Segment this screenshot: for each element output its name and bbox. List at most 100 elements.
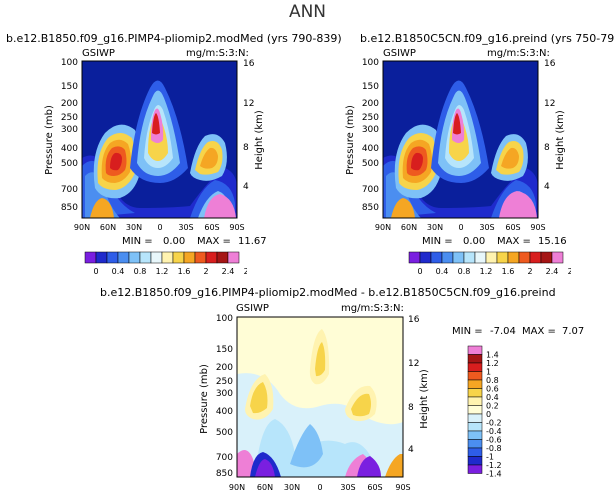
colorbar-swatch [467, 439, 483, 449]
panel1-ytick: 700 [61, 185, 78, 195]
panel3-y2tick: 8 [408, 403, 414, 413]
colorbar-swatch [467, 422, 483, 432]
colorbar-swatch [467, 447, 483, 457]
panel2-y2label: Height (km) [555, 110, 566, 170]
panel1-y2tick: 16 [243, 59, 255, 69]
colorbar-label: 0 [417, 267, 422, 276]
panel3-y2tick: 12 [408, 359, 419, 369]
colorbar-swatch [227, 251, 240, 264]
panel1-ytick: 400 [61, 144, 78, 154]
panel2-xtick: 30S [479, 223, 494, 232]
panel2-ytick: 150 [362, 82, 379, 92]
panel2-max-value: 15.16 [538, 236, 567, 247]
panel3-min-value: -7.04 [490, 326, 516, 337]
panel1-ytick: 200 [61, 99, 78, 109]
panel3-xtick: 30S [340, 483, 355, 492]
colorbar-label: 1.2 [486, 359, 499, 368]
colorbar-label: 2 [527, 267, 532, 276]
colorbar-swatch [161, 251, 174, 264]
panel1-ytick: 150 [61, 82, 78, 92]
panel3-y2tick: 4 [408, 445, 414, 455]
colorbar-left: 0 0.4 0.8 1.2 1.6 2 2.4 2.8 [84, 251, 247, 276]
panel2-ytick: 500 [362, 159, 379, 169]
colorbar-right: 0 0.4 0.8 1.2 1.6 2 2.4 2.8 [408, 251, 571, 276]
colorbar-label: -0.4 [486, 427, 502, 436]
panel2-xtick: 60N [401, 223, 417, 232]
panel3-title: b.e12.B1850.f09_g16.PIMP4-pliomip2.modMe… [100, 286, 556, 299]
colorbar-swatch [467, 464, 483, 474]
panel1-plot: 100 150 200 250 300 400 500 700 850 16 1… [44, 58, 265, 232]
colorbar-label: -0.8 [486, 444, 502, 453]
panel3-ylabel: Pressure (mb) [199, 364, 210, 434]
colorbar-label: 0.4 [436, 267, 449, 276]
panel1-max-value: 11.67 [238, 236, 267, 247]
panel3-max-value: 7.07 [562, 326, 585, 337]
colorbar-label: -0.6 [486, 436, 502, 445]
panel2-ytick: 250 [362, 113, 379, 123]
panel1-xtick: 30N [126, 223, 142, 232]
panel3-xtick: 60S [367, 483, 382, 492]
panel3-xtick: 30N [284, 483, 300, 492]
colorbar-swatch [467, 413, 483, 423]
panel2-right-label: mg/m:S:3:N: [487, 48, 550, 59]
colorbar-swatch [84, 251, 97, 264]
panel3-min-label: MIN = [452, 326, 483, 337]
colorbar-swatch [463, 251, 476, 264]
panel1-ytick: 100 [61, 58, 78, 68]
colorbar-swatch [172, 251, 185, 264]
panel3-ytick: 850 [216, 469, 233, 479]
panel3-ytick: 100 [216, 314, 233, 324]
panel1-ytick: 300 [61, 125, 78, 135]
colorbar-label: 2.8 [244, 267, 247, 276]
colorbar-label: 0.2 [486, 402, 499, 411]
colorbar-label: 1.4 [486, 351, 499, 360]
colorbar-swatch [507, 251, 520, 264]
colorbar-swatch [467, 396, 483, 406]
panel1-ytick: 850 [61, 203, 78, 213]
colorbar-label: -1.4 [486, 470, 502, 479]
panel2-left-label: GSIWP [383, 48, 416, 59]
panel2-y2tick: 4 [544, 182, 550, 192]
panel2-y2tick: 16 [544, 59, 556, 69]
colorbar-swatch [441, 251, 454, 264]
colorbar-label: 0.6 [486, 385, 499, 394]
colorbar-swatch [467, 345, 483, 355]
colorbar-swatch [540, 251, 553, 264]
panel1-xtick: 0 [157, 223, 162, 232]
panel1-y2tick: 12 [243, 99, 254, 109]
panel2-xtick: 90S [530, 223, 545, 232]
panel2-frame [382, 60, 539, 219]
colorbar-swatch [467, 456, 483, 466]
colorbar-label: 0.8 [458, 267, 471, 276]
panel1-min-label: MIN = [122, 236, 153, 247]
panel2-ylabel: Pressure (mb) [345, 105, 356, 175]
colorbar-label: 1.2 [156, 267, 169, 276]
colorbar-label: -0.2 [486, 419, 502, 428]
colorbar-swatch [474, 251, 487, 264]
colorbar-swatch [467, 430, 483, 440]
panel1-min-value: 0.00 [163, 236, 186, 247]
colorbar-label: 0.4 [486, 393, 499, 402]
colorbar-label: -1.2 [486, 461, 502, 470]
panel1-frame [81, 60, 238, 219]
panel1-ytick: 250 [61, 113, 78, 123]
panel3-ytick: 500 [216, 428, 233, 438]
panel2-ytick: 100 [362, 58, 379, 68]
panel2-ytick: 400 [362, 144, 379, 154]
colorbar-label: 0.8 [134, 267, 147, 276]
panel2-xtick: 30N [427, 223, 443, 232]
colorbar-label: 2.4 [546, 267, 559, 276]
panel1-xtick: 90N [74, 223, 90, 232]
panel3-right-label: mg/m:S:3:N: [341, 303, 404, 314]
colorbar-swatch [216, 251, 229, 264]
panel3-left-label: GSIWP [236, 303, 269, 314]
colorbar-swatch [551, 251, 564, 264]
panel2-xtick: 60S [505, 223, 520, 232]
panel3-plot: 100 150 200 250 300 400 500 700 850 16 1… [199, 314, 430, 492]
panel3-ytick: 150 [216, 345, 233, 355]
panel1-y2label: Height (km) [254, 110, 265, 170]
panel2-y2tick: 12 [544, 99, 555, 109]
panel2-ytick: 200 [362, 99, 379, 109]
colorbar-diff: 1.41.210.80.60.40.20-0.2-0.4-0.6-0.8-1-1… [467, 345, 502, 479]
panel2-min-label: MIN = [422, 236, 453, 247]
